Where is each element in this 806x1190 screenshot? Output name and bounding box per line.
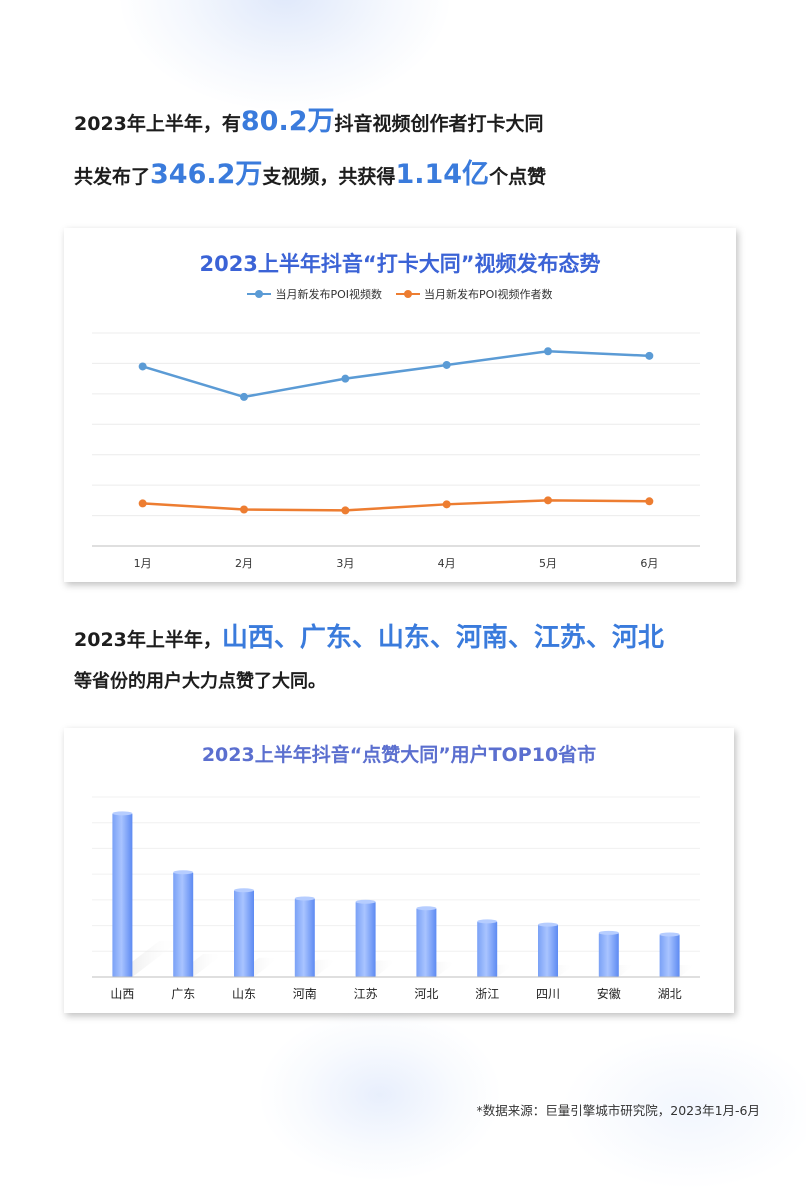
x-tick-label: 2月 [235,557,253,570]
x-tick-label: 四川 [536,987,560,1001]
creator-count: 80.2万 [240,106,335,137]
bar-cap [659,932,680,937]
data-source-note: *数据来源：巨量引擎城市研究院，2023年1月-6月 [476,1103,760,1118]
data-point [442,360,451,369]
bar-cap [598,930,619,935]
bar-cap [294,896,315,901]
x-tick-label: 河南 [293,986,317,1001]
bar-cap [538,922,558,927]
background-blob [120,0,450,110]
bar [294,898,315,977]
bar-chart-plot: 山西 广东 山东 河南 江苏 河北 浙江 四川 安徽 湖北 [92,796,700,1001]
headline-text: 等省份的用户大力点赞了大同。 [74,671,326,692]
x-tick-label: 1月 [134,557,152,570]
bar-cap [173,870,194,875]
bar [538,924,558,977]
headline-text: 支视频，共获得 [262,166,396,188]
x-tick-label: 湖北 [658,986,682,1001]
legend-label: 当月新发布POI视频作者数 [424,288,553,301]
bar [598,932,619,977]
headline-line-4: 等省份的用户大力点赞了大同。 [74,667,326,693]
data-point [240,505,248,514]
data-point [341,506,350,515]
bar [416,908,437,977]
series-line [142,499,650,512]
headline-line-2: 共发布了346.2万支视频，共获得1.14亿个点赞 [74,152,546,191]
bar [173,872,194,977]
x-tick-label: 山东 [232,987,256,1001]
bar-cap [234,888,254,893]
legend-item: 当月新发布POI视频作者数 [396,286,553,302]
bar-chart-card: 2023上半年抖音“点赞大同”用户TOP10省市 山西 广东 山东 河南 江苏 河北 浙江 四… [64,728,734,1013]
bar [112,813,133,977]
data-point [645,497,654,506]
top-provinces: 山西、广东、山东、河南、江苏、河北 [221,623,664,653]
x-tick-label: 安徽 [597,986,621,1001]
data-point [645,351,654,360]
series-line [142,350,650,399]
headline-text: 个点赞 [489,166,547,188]
legend-label: 当月新发布POI视频数 [275,288,382,301]
x-tick-label: 山西 [110,987,134,1001]
bar [659,934,680,977]
x-tick-label: 浙江 [475,987,499,1001]
bar-cap [112,811,133,816]
x-tick-label: 4月 [438,557,456,570]
headline-line-3: 2023年上半年，山西、广东、山东、河南、江苏、河北 [74,617,664,654]
headline-line-1: 2023年上半年，有80.2万抖音视频创作者打卡大同 [74,99,544,138]
bar [355,901,376,977]
x-tick-label: 6月 [640,557,658,570]
data-point [442,500,451,509]
like-count: 1.14亿 [395,159,490,190]
data-point [544,347,552,356]
bar [234,890,254,977]
line-chart-title: 2023上半年抖音“打卡大同”视频发布态势 [199,252,601,276]
headline-text: 2023年上半年， [74,629,222,651]
bar-chart-title: 2023上半年抖音“点赞大同”用户TOP10省市 [201,744,597,766]
line-chart-card: 2023上半年抖音“打卡大同”视频发布态势 当月新发布POI视频数 当月新发布P… [64,228,736,582]
line-chart-legend: 当月新发布POI视频数 当月新发布POI视频作者数 [64,286,736,302]
line-chart-plot: 1月 2月 3月 4月 5月 6月 [92,332,700,570]
bar-cap [477,919,498,924]
headline-text: 共发布了 [74,166,151,188]
legend-item: 当月新发布POI视频数 [247,286,382,302]
x-tick-label: 河北 [414,987,438,1001]
headline-text: 2023年上半年，有 [74,113,241,135]
data-point [240,392,248,401]
bar [477,921,498,977]
x-tick-label: 3月 [336,557,354,570]
x-tick-label: 江苏 [354,987,378,1001]
video-count: 346.2万 [150,159,263,190]
x-tick-label: 广东 [171,987,195,1001]
data-point [138,362,147,371]
background-blob [260,1010,500,1180]
data-point [544,496,552,505]
x-tick-label: 5月 [539,557,557,570]
headline-text: 抖音视频创作者打卡大同 [334,113,544,135]
legend-swatch-blue [247,290,272,298]
data-point [138,499,147,508]
bar-cap [355,899,376,904]
legend-swatch-orange [396,290,420,298]
data-point [341,374,350,383]
bar-cap [416,906,437,911]
